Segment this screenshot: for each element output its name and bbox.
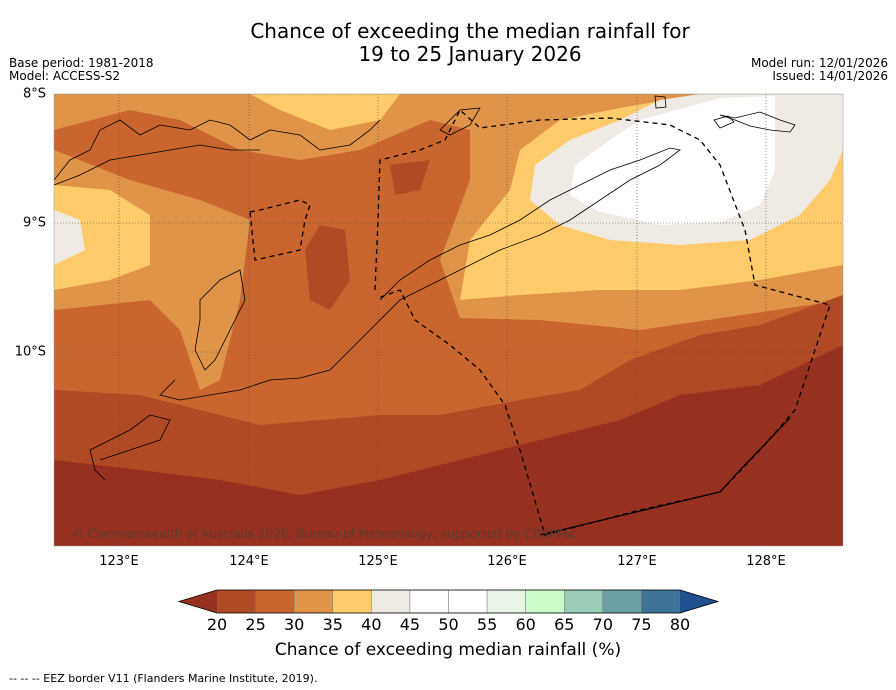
colorbar-segment (216, 589, 256, 614)
lon-label-123e: 123°E (99, 554, 139, 569)
title-line-2: 19 to 25 January 2026 (358, 42, 582, 66)
colorbar-outline (177, 589, 720, 614)
lon-label-127e: 127°E (617, 554, 657, 569)
eez-footnote: -- -- -- EEZ border V11 (Flanders Marine… (9, 672, 318, 685)
coast-island-east (719, 111, 796, 133)
colorbar-tick-label: 55 (476, 615, 498, 634)
colorbar-segment (486, 589, 526, 614)
colorbar-tick-label: 30 (283, 615, 305, 634)
colorbar-tick-label: 35 (322, 615, 343, 634)
lon-label-125e: 125°E (358, 554, 398, 569)
colorbar-segment (409, 589, 449, 614)
meta-left: Base period: 1981-2018 Model: ACCESS-S2 (9, 57, 154, 83)
coast-island-small-2 (713, 115, 735, 129)
colorbar-tick-label: 75 (631, 615, 652, 634)
colorbar-segment (525, 589, 565, 614)
colorbar-tick-label: 70 (592, 615, 614, 634)
coast-island-small (654, 95, 667, 109)
colorbar-segment (564, 589, 604, 614)
zone-20-north (390, 160, 430, 195)
colorbar-segment (448, 589, 488, 614)
colorbar-tick-label: 60 (515, 615, 536, 634)
issued-text: Issued: 14/01/2026 (772, 69, 888, 83)
model-run-text: Model run: 12/01/2026 (750, 56, 888, 70)
colorbar-segment (293, 589, 333, 614)
coastlines (54, 95, 796, 481)
colorbar-tick-label: 25 (245, 615, 266, 634)
copyright-text: © Commonwealth of Australia 2026, Bureau… (72, 527, 578, 541)
colorbar-segment (255, 589, 295, 614)
coast-sumba (194, 269, 246, 371)
colorbar-tick-label: 45 (399, 615, 421, 634)
zone-40-west (54, 210, 85, 265)
colorbar-tick-label: 20 (206, 615, 228, 634)
colorbar-title: Chance of exceeding median rainfall (%) (274, 640, 622, 660)
lat-label-9s: 9°S (22, 215, 46, 231)
coast-rote (89, 414, 171, 481)
colorbar-over-arrow (680, 590, 718, 613)
title-line-1: Chance of exceeding the median rainfall … (250, 19, 690, 43)
coast-wetar (439, 107, 481, 136)
coast-flores (54, 119, 381, 181)
colorbar-segment (332, 589, 372, 614)
lat-label-10s: 10°S (14, 344, 46, 360)
base-period-text: Base period: 1981-2018 (9, 56, 154, 70)
colorbar-tick-label: 50 (438, 615, 459, 634)
eez-solid (539, 417, 791, 536)
colorbar-segment (371, 589, 411, 614)
meta-right: Model run: 12/01/2026 Issued: 14/01/2026 (751, 57, 888, 83)
zone-15-south (54, 345, 843, 546)
zone-35-north (250, 94, 400, 130)
colorbar-tick-label: 40 (361, 615, 382, 634)
zone-20-mid (305, 225, 350, 310)
model-text: Model: ACCESS-S2 (9, 69, 121, 83)
colorbar (177, 589, 720, 614)
colorbar-under-arrow (179, 590, 217, 613)
lon-label-126e: 126°E (487, 554, 527, 569)
zone-35-west (54, 185, 150, 290)
colorbar-segment (602, 589, 642, 614)
eez-border (249, 108, 831, 536)
coast-flores-2 (54, 144, 260, 186)
zone-50-core (570, 96, 775, 225)
chart-title: Chance of exceeding the median rainfall … (0, 20, 896, 66)
probability-field (54, 94, 843, 546)
colorbar-segment (641, 589, 681, 614)
graticule (54, 94, 843, 546)
colorbar-tick-label: 65 (554, 615, 575, 634)
colorbar-tick-label: 80 (669, 615, 691, 634)
map-frame (53, 93, 844, 547)
lat-label-8s: 8°S (22, 86, 46, 102)
lon-label-128e: 128°E (746, 554, 786, 569)
coast-timor (159, 147, 681, 401)
lon-label-124e: 124°E (229, 554, 269, 569)
